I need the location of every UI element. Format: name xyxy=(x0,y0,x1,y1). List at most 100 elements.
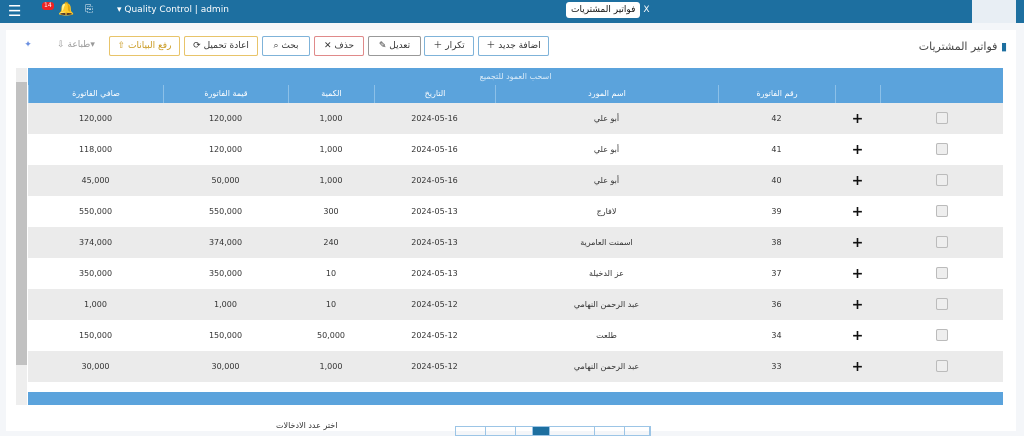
expand-icon[interactable]: + xyxy=(851,203,864,220)
reload-button[interactable]: ⟳ اعادة تحميل xyxy=(184,36,258,56)
expand-icon[interactable]: + xyxy=(851,141,864,158)
col-value[interactable]: قيمة الفاتورة xyxy=(163,85,288,103)
cell-qty: 1,000 xyxy=(319,114,343,123)
cell-supplier: أبو علي xyxy=(593,145,620,154)
col-qty[interactable]: الكمية xyxy=(288,85,374,103)
cell-invoice-no: 38 xyxy=(771,238,782,247)
cell-supplier: عبد الرحمن النهامي xyxy=(573,300,640,309)
search-button[interactable]: ⌕ بحث xyxy=(262,36,310,56)
cell-date: 2024-05-16 xyxy=(411,176,458,185)
settings-icon[interactable]: ✦ xyxy=(20,36,36,56)
row-checkbox[interactable] xyxy=(880,111,1003,126)
cell-net: 550,000 xyxy=(78,207,113,216)
group-drop-area[interactable]: اسحب العمود للتجميع xyxy=(28,68,1003,85)
cell-value: 550,000 xyxy=(208,207,243,216)
notification-badge: 14 xyxy=(42,2,54,10)
cell-net: 1,000 xyxy=(84,300,107,309)
expand-icon[interactable]: + xyxy=(851,110,864,127)
cell-net: 45,000 xyxy=(81,176,110,185)
row-checkbox[interactable] xyxy=(880,328,1003,343)
scrollbar-thumb[interactable] xyxy=(16,82,27,365)
pagination[interactable] xyxy=(455,426,651,436)
user-menu[interactable]: ▾ Quality Control | admin xyxy=(117,5,229,15)
cell-supplier: عز الدخيلة xyxy=(589,269,624,278)
tab-close-icon[interactable]: X xyxy=(643,5,650,15)
table-row[interactable]: +33 عبد الرحمن النهامي 2024-05-12 1,000 30,0… xyxy=(28,351,1003,382)
table-row[interactable]: +34 طلعت 2024-05-12 50,000 150,000 150,000 xyxy=(28,320,1003,351)
table-row[interactable]: +40 أبو علي 2024-05-16 1,000 50,000 45,000 xyxy=(28,165,1003,196)
expand-icon[interactable]: + xyxy=(851,358,864,375)
upload-button[interactable]: ⇧ رفع البيانات xyxy=(109,36,180,56)
cell-value: 50,000 xyxy=(211,176,240,185)
table-row[interactable]: +41 أبو علي 2024-05-16 1,000 120,000 118,000 xyxy=(28,134,1003,165)
expand-icon[interactable]: + xyxy=(851,265,864,282)
row-checkbox[interactable] xyxy=(880,235,1003,250)
cell-supplier: أبو علي xyxy=(593,114,620,123)
cell-net: 118,000 xyxy=(78,145,113,154)
cell-supplier: عبد الرحمن النهامي xyxy=(573,362,640,371)
row-checkbox[interactable] xyxy=(880,297,1003,312)
row-checkbox[interactable] xyxy=(880,204,1003,219)
tab-purchase-invoices[interactable]: فواتير المشتريات xyxy=(566,2,641,18)
cell-value: 30,000 xyxy=(211,362,240,371)
menu-icon[interactable]: ☰ xyxy=(8,2,22,20)
table-footer-bar xyxy=(28,392,1003,405)
cell-qty: 50,000 xyxy=(317,331,345,340)
cell-invoice-no: 37 xyxy=(771,269,782,278)
table-row[interactable]: +36 عبد الرحمن النهامي 2024-05-12 10 1,000 1,… xyxy=(28,289,1003,320)
cell-value: 120,000 xyxy=(208,114,243,123)
cell-supplier: طلعت xyxy=(596,331,617,340)
cell-date: 2024-05-12 xyxy=(411,300,458,309)
cell-date: 2024-05-13 xyxy=(411,238,458,247)
cell-supplier: لافارج xyxy=(596,207,617,216)
cell-value: 374,000 xyxy=(208,238,243,247)
row-checkbox[interactable] xyxy=(880,173,1003,188)
cell-value: 120,000 xyxy=(208,145,243,154)
delete-button[interactable]: ✕ حذف xyxy=(314,36,364,56)
header-row: رقم الفاتورة اسم المورد التاريخ الكمية ق… xyxy=(28,85,1003,103)
cell-invoice-no: 42 xyxy=(771,114,782,123)
cell-net: 350,000 xyxy=(78,269,113,278)
col-supplier[interactable]: اسم المورد xyxy=(495,85,718,103)
cell-qty: 10 xyxy=(325,269,337,278)
table-row[interactable]: +37 عز الدخيلة 2024-05-13 10 350,000 350,000 xyxy=(28,258,1003,289)
add-button[interactable]: ＋ اضافة جديد xyxy=(478,36,549,56)
col-date[interactable]: التاريخ xyxy=(374,85,495,103)
cell-net: 30,000 xyxy=(81,362,110,371)
col-invoice-no[interactable]: رقم الفاتورة xyxy=(718,85,835,103)
repeat-button[interactable]: ＋ تكرار xyxy=(424,36,474,56)
bell-icon[interactable]: 🔔 xyxy=(58,2,75,17)
cell-supplier: أبو علي xyxy=(593,176,620,185)
cell-supplier: اسمنت العامرية xyxy=(580,238,633,247)
cell-qty: 1,000 xyxy=(319,145,343,154)
row-checkbox[interactable] xyxy=(880,359,1003,374)
cell-invoice-no: 40 xyxy=(771,176,782,185)
logo xyxy=(972,0,1016,23)
user-label: Quality Control | admin xyxy=(124,5,229,15)
col-net[interactable]: صافي الفاتورة xyxy=(28,85,163,103)
expand-icon[interactable]: + xyxy=(851,327,864,344)
expand-icon[interactable]: + xyxy=(851,296,864,313)
cell-qty: 300 xyxy=(323,207,339,216)
table-row[interactable]: +39 لافارج 2024-05-13 300 550,000 550,000 xyxy=(28,196,1003,227)
page-size-label: اختر عدد الادخالات xyxy=(276,421,338,430)
row-checkbox[interactable] xyxy=(880,266,1003,281)
row-checkbox[interactable] xyxy=(880,142,1003,157)
table-row[interactable]: +42 أبو علي 2024-05-16 1,000 120,000 120,000 xyxy=(28,103,1003,134)
tab-strip: فواتير المشتريات X xyxy=(566,2,650,18)
cell-qty: 240 xyxy=(323,238,339,247)
language-icon[interactable]: ⎘ xyxy=(85,4,93,15)
expand-icon[interactable]: + xyxy=(851,234,864,251)
expand-icon[interactable]: + xyxy=(851,172,864,189)
cell-net: 150,000 xyxy=(78,331,113,340)
cell-qty: 1,000 xyxy=(319,362,343,371)
cell-date: 2024-05-12 xyxy=(411,331,458,340)
col-expand xyxy=(835,85,880,103)
cell-invoice-no: 41 xyxy=(771,145,782,154)
cell-date: 2024-05-13 xyxy=(411,207,458,216)
print-button[interactable]: ⇩ طباعة▾ xyxy=(52,36,100,56)
table-row[interactable]: +38 اسمنت العامرية 2024-05-13 240 374,000 374… xyxy=(28,227,1003,258)
edit-button[interactable]: ✎ تعديل xyxy=(368,36,421,56)
cell-qty: 10 xyxy=(325,300,337,309)
cell-date: 2024-05-13 xyxy=(411,269,458,278)
